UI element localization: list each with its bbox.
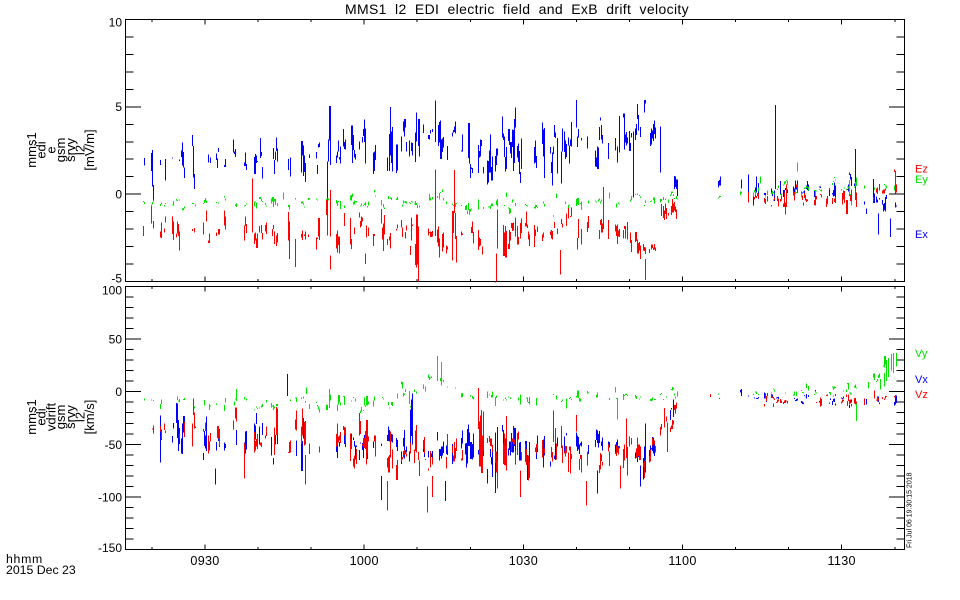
svg-text:0: 0 bbox=[115, 385, 122, 399]
svg-text:-100: -100 bbox=[98, 491, 122, 505]
svg-text:10: 10 bbox=[109, 16, 123, 30]
svg-text:Ey: Ey bbox=[915, 174, 928, 186]
svg-text:-5: -5 bbox=[111, 272, 122, 286]
svg-text:Ez: Ez bbox=[915, 164, 928, 176]
svg-text:-50: -50 bbox=[105, 438, 123, 452]
svg-text:hhmm: hhmm bbox=[6, 552, 43, 566]
svg-text:1030: 1030 bbox=[509, 554, 538, 568]
svg-text:100: 100 bbox=[102, 284, 122, 298]
svg-text:2015 Dec 23: 2015 Dec 23 bbox=[6, 563, 76, 577]
svg-text:mms1ediegsmsrvyl2[mV/m]: mms1ediegsmsrvyl2[mV/m] bbox=[24, 129, 97, 170]
svg-text:50: 50 bbox=[109, 333, 123, 347]
svg-text:Ex: Ex bbox=[915, 229, 928, 241]
svg-text:1000: 1000 bbox=[350, 554, 379, 568]
svg-text:0: 0 bbox=[115, 188, 122, 202]
svg-text:MMS1 l2 EDI electric field and: MMS1 l2 EDI electric field and ExB drift… bbox=[345, 1, 689, 17]
svg-text:1130: 1130 bbox=[828, 554, 856, 568]
svg-text:Vz: Vz bbox=[915, 389, 928, 401]
svg-text:Vx: Vx bbox=[915, 374, 928, 386]
svg-text:Fri Jul 06 19:30:15 2018: Fri Jul 06 19:30:15 2018 bbox=[907, 472, 914, 548]
svg-text:1100: 1100 bbox=[668, 554, 696, 568]
svg-text:-150: -150 bbox=[98, 541, 122, 555]
svg-text:mms1edivdriftgsmsrvyl2[km/s]: mms1edivdriftgsmsrvyl2[km/s] bbox=[24, 399, 97, 434]
svg-text:5: 5 bbox=[115, 100, 122, 114]
svg-text:Vy: Vy bbox=[915, 348, 928, 360]
svg-text:0930: 0930 bbox=[190, 554, 219, 568]
